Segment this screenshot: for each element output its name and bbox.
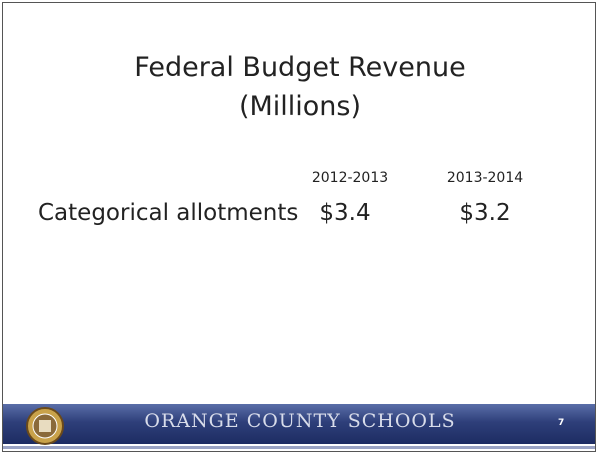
row-label: Categorical allotments [38,200,299,226]
seal [26,407,64,445]
page-number: 7 [558,418,565,428]
table-cell: $3.2 [459,200,511,226]
column-header: 2012-2013 [311,170,389,186]
table-cell: $3.4 [319,200,371,226]
slide-title: Federal Budget Revenue [134,52,466,83]
footer-organization: ORANGE COUNTY SCHOOLS [144,410,456,432]
column-header: 2013-2014 [446,170,524,186]
footer-rule [3,446,595,449]
footer-band [3,404,595,444]
slide-frame [2,2,596,452]
slide-subtitle: (Millions) [238,91,362,122]
